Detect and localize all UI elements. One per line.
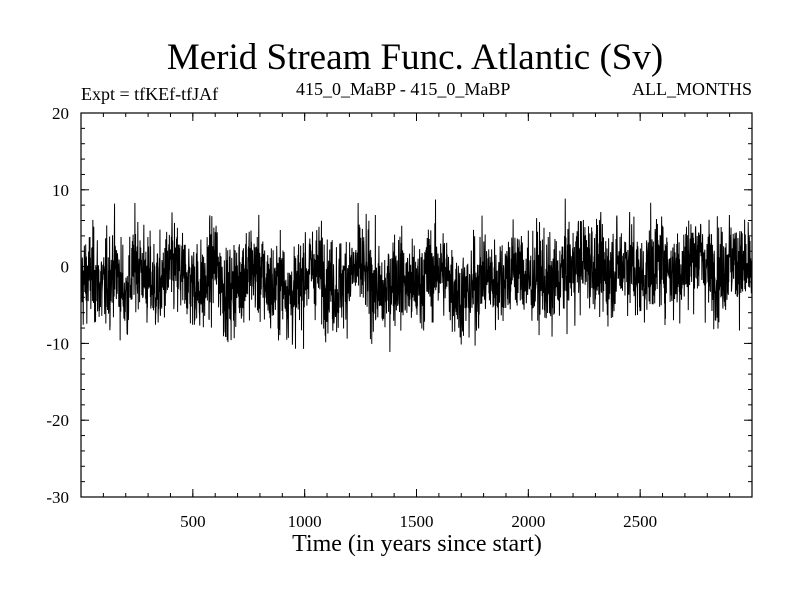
series-group [80, 198, 753, 353]
period-label: 415_0_MaBP - 415_0_MaBP [296, 79, 511, 99]
y-tick-label: -30 [46, 488, 69, 507]
x-tick-label: 2500 [623, 512, 657, 531]
x-tick-label: 500 [180, 512, 206, 531]
y-tick-label: -10 [46, 334, 69, 353]
y-tick-label: -20 [46, 411, 69, 430]
months-label: ALL_MONTHS [632, 79, 752, 99]
y-tick-label: 0 [61, 258, 70, 277]
x-tick-label: 2000 [511, 512, 545, 531]
x-axis-label: Time (in years since start) [292, 531, 542, 557]
series-line [80, 198, 753, 353]
x-tick-label: 1500 [400, 512, 434, 531]
axis-ticks: 20 10 0 -10 -20 -30 500 1000 1500 2000 2500 [46, 104, 752, 531]
experiment-label: Expt = tfKEf-tfJAf [81, 84, 219, 104]
y-tick-label: 10 [52, 181, 69, 200]
chart-title: Merid Stream Func. Atlantic (Sv) [166, 37, 664, 78]
x-tick-label: 1000 [288, 512, 322, 531]
y-tick-label: 20 [52, 104, 69, 123]
